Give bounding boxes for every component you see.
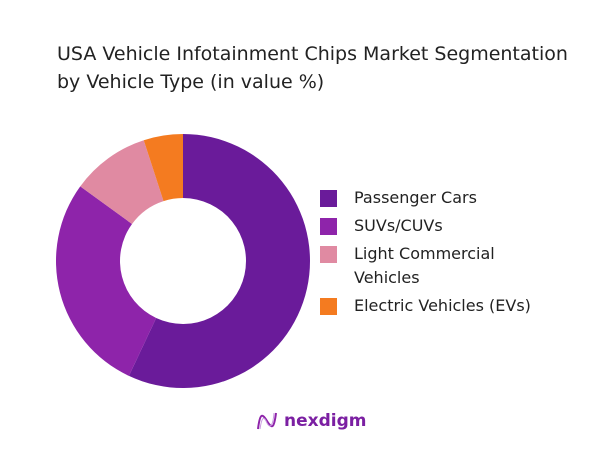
legend-label: Passenger Cars: [354, 188, 477, 207]
legend-label: Light Commercial Vehicles: [354, 244, 495, 287]
chart-title: USA Vehicle Infotainment Chips Market Se…: [57, 43, 568, 93]
donut-slice-suvs-cuvs: [56, 186, 157, 376]
legend-swatch: [320, 298, 337, 315]
donut-slice-light-commercial-vehicles: [80, 140, 164, 224]
legend-item: Electric Vehicles (EVs): [320, 294, 531, 318]
legend-swatch: [320, 218, 337, 235]
nexdigm-logo-icon: [257, 412, 277, 430]
brand-name: nexdigm: [284, 411, 367, 431]
brand-logo: nexdigm: [256, 411, 366, 431]
legend-swatch: [320, 190, 337, 207]
donut-slice-passenger-cars: [128, 134, 311, 389]
donut-slice-electric-vehicles-evs: [143, 134, 183, 202]
legend-swatch: [320, 246, 337, 263]
legend-label: SUVs/CUVs: [354, 216, 443, 235]
legend-item: Light Commercial Vehicles: [320, 242, 520, 290]
legend-label: Electric Vehicles (EVs): [354, 296, 531, 315]
legend: Passenger Cars SUVs/CUVs Light Commercia…: [320, 186, 531, 322]
legend-item: Passenger Cars: [320, 186, 531, 210]
legend-item: SUVs/CUVs: [320, 214, 531, 238]
